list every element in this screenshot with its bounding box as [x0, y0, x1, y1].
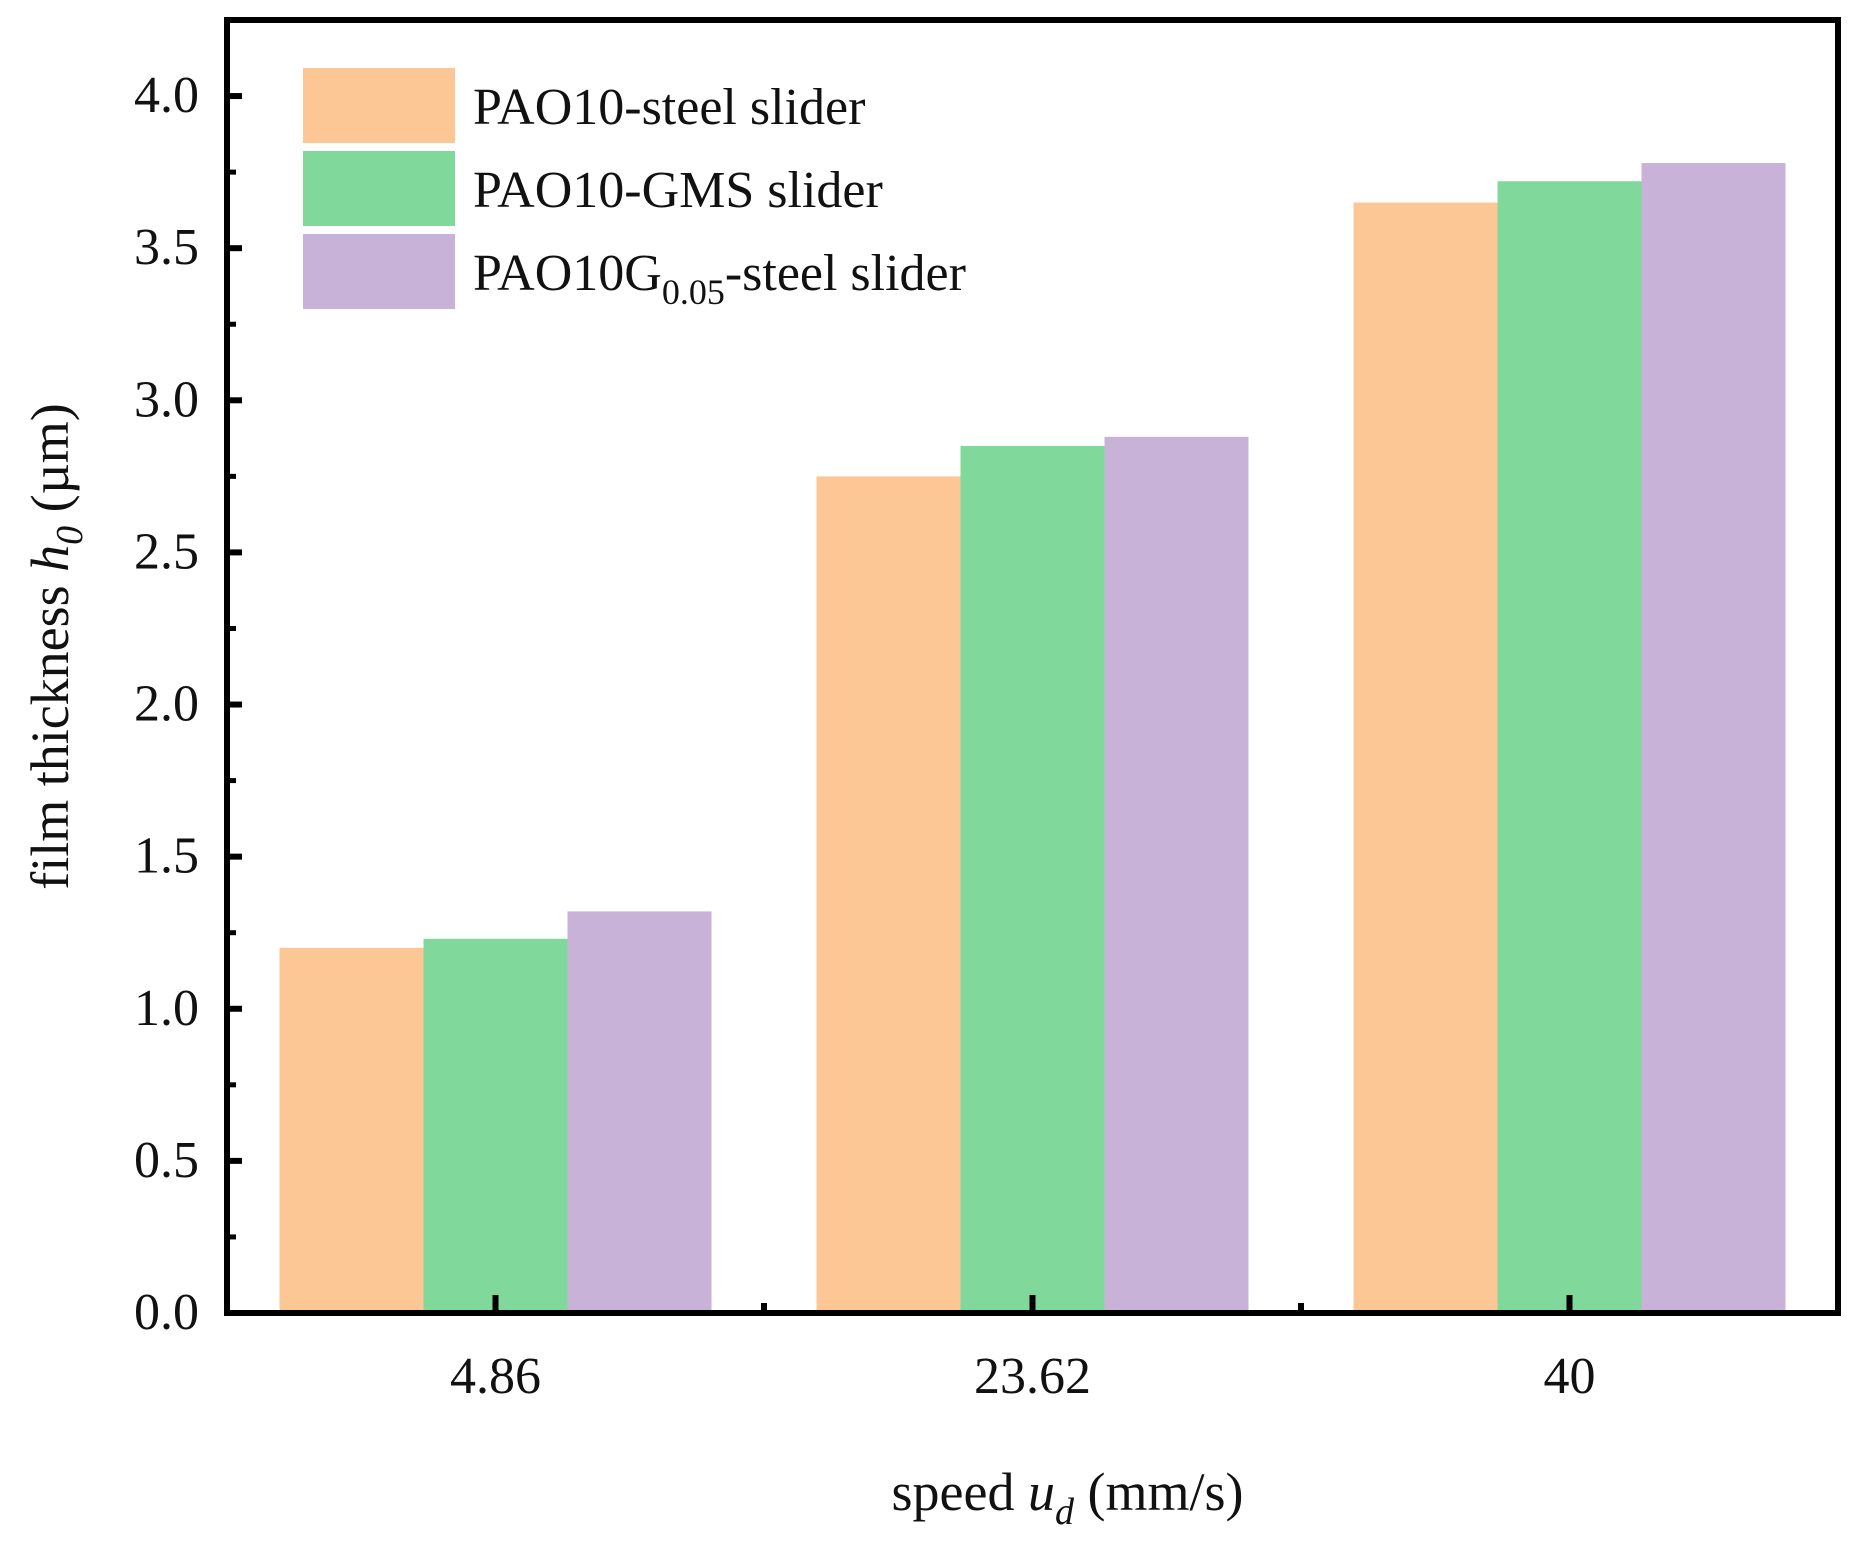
y-tick-label: 1.0: [134, 980, 199, 1037]
x-axis-label-post: (mm/s): [1074, 1462, 1244, 1522]
legend-swatch-3: [303, 234, 455, 309]
bar-2-23.62: [960, 445, 1105, 1313]
legend-label-main: PAO10-steel slider: [473, 79, 865, 136]
legend: PAO10-steel slider PAO10-GMS slider PAO10G…: [303, 68, 966, 312]
legend-label-1: PAO10-steel slider: [473, 79, 865, 136]
y-tick-label: 3.5: [134, 219, 199, 276]
bar-3-40: [1641, 162, 1786, 1313]
bar-2-40: [1497, 181, 1642, 1313]
y-tick-label: 0.5: [134, 1132, 199, 1189]
bar-3-4.86: [567, 911, 712, 1313]
x-tick-label: 4.86: [450, 1348, 541, 1405]
legend-label-2: PAO10-GMS slider: [473, 162, 883, 219]
bar-3-23.62: [1104, 436, 1249, 1313]
legend-label-rest: -steel slider: [725, 245, 966, 302]
y-axis-label-pre: film thickness: [20, 572, 80, 890]
y-tick-label: 4.0: [134, 67, 199, 124]
bar-1-23.62: [816, 476, 961, 1314]
x-tick-label: 40: [1544, 1348, 1596, 1405]
bar-1-40: [1353, 202, 1498, 1314]
y-tick-label: 2.0: [134, 676, 199, 733]
y-axis-label: film thickness h0 (µm): [20, 403, 91, 890]
y-axis-label-var: h: [20, 545, 80, 572]
bar-1-4.86: [279, 947, 424, 1313]
x-axis-label-var: u: [1028, 1462, 1055, 1522]
legend-swatch-2: [303, 151, 455, 226]
y-tick-label: 0.0: [134, 1284, 199, 1341]
x-axis-label-sub: d: [1055, 1491, 1075, 1533]
legend-label-main: PAO10-GMS slider: [473, 162, 883, 219]
legend-label-main: PAO10G: [473, 245, 662, 302]
legend-swatch-1: [303, 68, 455, 143]
bars-group: [279, 162, 1786, 1314]
legend-label-3: PAO10G0.05-steel slider: [473, 245, 966, 312]
bar-2-4.86: [423, 938, 568, 1313]
x-axis-label: speed ud (mm/s): [892, 1462, 1244, 1533]
axes-group: 0.0 0.5 1.0 1.5 2.0 2.5 3.0 3.5 4.0 4.86 23.62 40: [134, 17, 1841, 1405]
y-tick-label: 1.5: [134, 828, 199, 885]
x-tick-label: 23.62: [974, 1348, 1091, 1405]
legend-label-sub: 0.05: [662, 272, 725, 312]
axis-labels: speed ud (mm/s) film thickness h0 (µm): [20, 403, 1243, 1533]
y-axis-label-post: (µm): [20, 403, 80, 526]
y-axis-label-sub: 0: [49, 526, 91, 545]
y-tick-label: 2.5: [134, 523, 199, 580]
y-tick-label: 3.0: [134, 371, 199, 428]
x-axis-label-pre: speed: [892, 1462, 1028, 1522]
